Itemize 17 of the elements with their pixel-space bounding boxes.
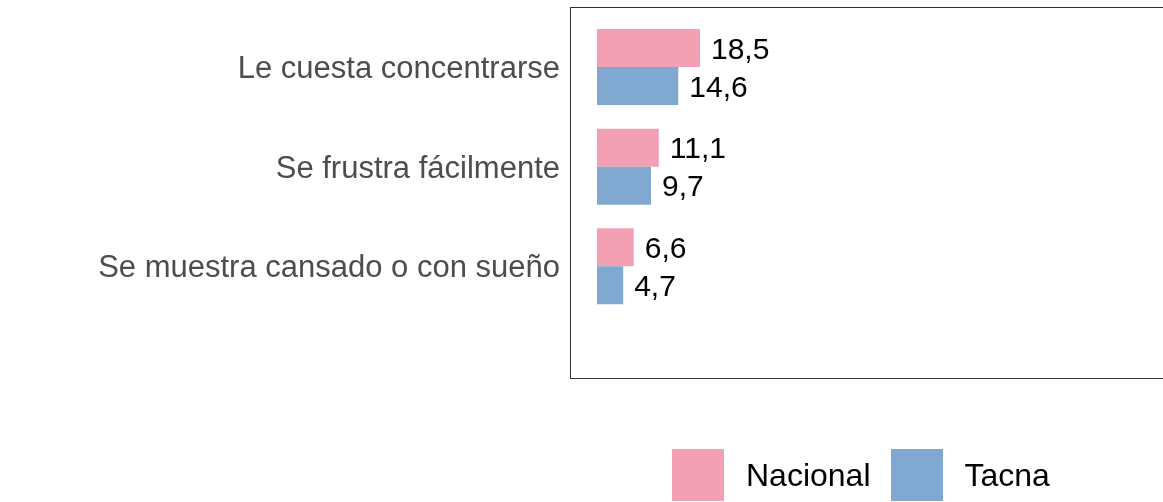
data-label: 4,7 [634,268,676,302]
data-label: 18,5 [711,31,770,65]
y-tick-label: Le cuesta concentrarse [237,49,560,85]
bar [597,228,634,267]
data-label: 6,6 [644,230,687,264]
y-tick-label: Se frustra fácilmente [275,149,560,185]
bar [597,266,624,305]
y-tick-label: Se muestra cansado o con sueño [98,249,560,285]
legend-label: Nacional [746,456,871,494]
legend-label: Tacna [964,456,1050,494]
bar [597,29,700,67]
data-label: 9,7 [662,169,704,203]
bar [597,166,652,205]
bar [597,67,679,105]
bar [597,128,659,167]
data-label: 14,6 [689,69,748,103]
data-label: 11,1 [669,131,726,165]
